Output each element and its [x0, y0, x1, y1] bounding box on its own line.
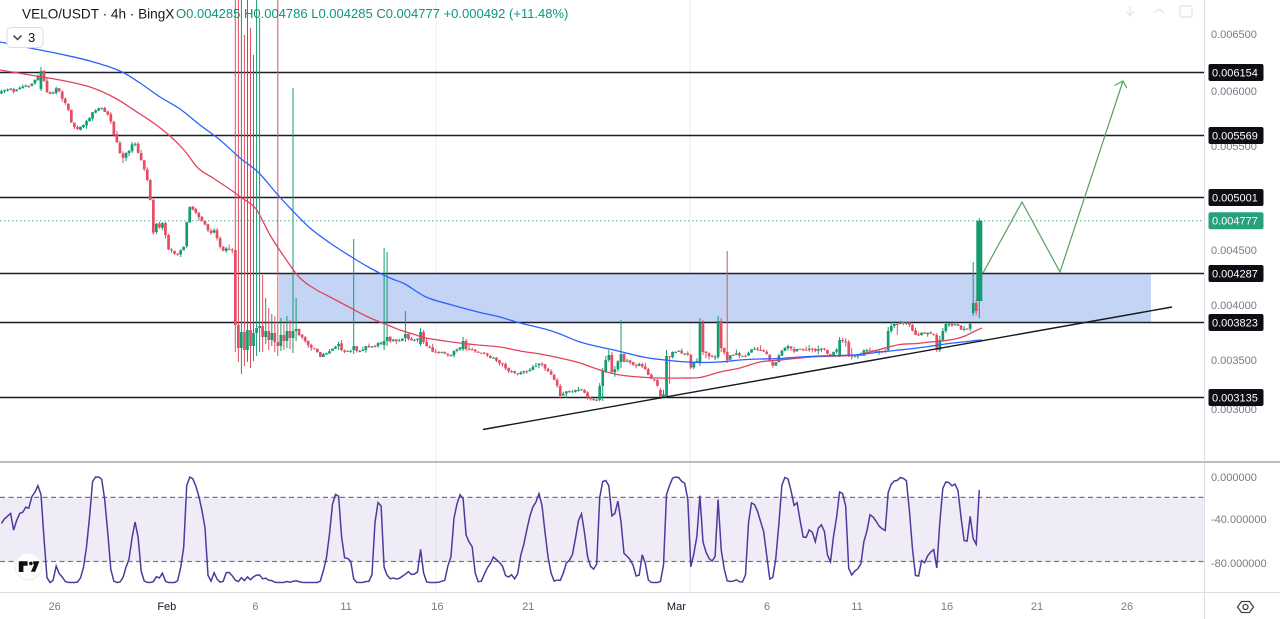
svg-text:11: 11 [851, 601, 862, 613]
svg-text:0.004287: 0.004287 [1212, 269, 1258, 281]
svg-text:Feb: Feb [157, 601, 176, 613]
svg-text:0.004000: 0.004000 [1211, 300, 1257, 312]
svg-text:0.003135: 0.003135 [1212, 393, 1258, 405]
svg-text:0.004500: 0.004500 [1211, 245, 1257, 257]
svg-text:0.004777: 0.004777 [1212, 216, 1258, 228]
svg-text:6: 6 [252, 601, 258, 613]
svg-text:0.006154: 0.006154 [1212, 68, 1258, 80]
svg-text:26: 26 [49, 601, 61, 613]
svg-text:0.005001: 0.005001 [1212, 193, 1258, 205]
svg-text:0.003823: 0.003823 [1212, 318, 1258, 330]
svg-text:O0.004285 H0.004786 L0.004285: O0.004285 H0.004786 L0.004285 C0.004777 … [176, 6, 568, 21]
svg-text:16: 16 [941, 601, 953, 613]
svg-text:0.006000: 0.006000 [1211, 86, 1257, 98]
svg-text:11: 11 [340, 601, 351, 613]
svg-text:26: 26 [1121, 601, 1133, 613]
svg-text:0.003000: 0.003000 [1211, 404, 1257, 416]
svg-text:0.003500: 0.003500 [1211, 355, 1257, 367]
svg-text:0.006500: 0.006500 [1211, 29, 1257, 41]
svg-text:-80.000000: -80.000000 [1211, 558, 1267, 570]
svg-text:6: 6 [764, 601, 770, 613]
svg-text:21: 21 [1031, 601, 1043, 613]
svg-text:-40.000000: -40.000000 [1211, 514, 1267, 526]
svg-text:VELO/USDT · 4h · BingX: VELO/USDT · 4h · BingX [22, 7, 174, 22]
svg-text:0.005569: 0.005569 [1212, 131, 1258, 143]
svg-text:16: 16 [431, 601, 443, 613]
svg-text:21: 21 [522, 601, 534, 613]
svg-text:3: 3 [28, 30, 35, 45]
svg-text:Mar: Mar [667, 601, 686, 613]
svg-text:0.000000: 0.000000 [1211, 472, 1257, 484]
